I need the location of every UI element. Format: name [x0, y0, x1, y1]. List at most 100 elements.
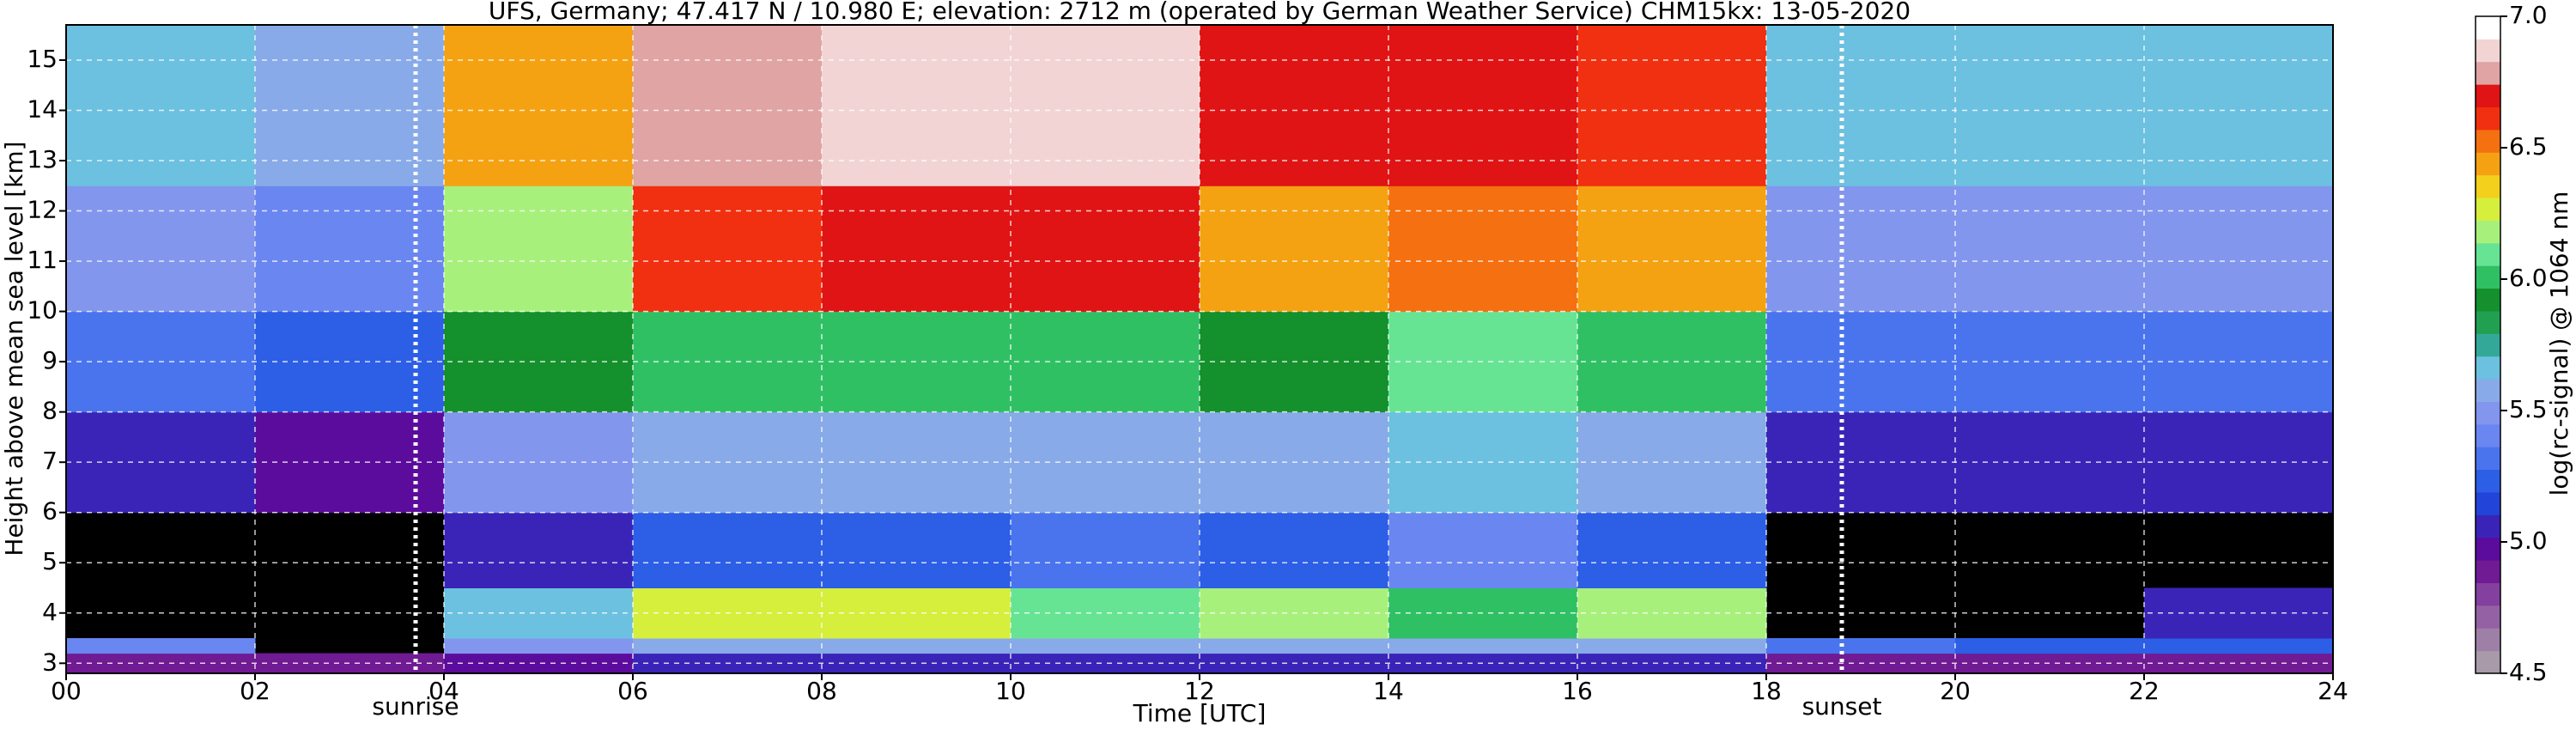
x-tick-label: 18 [1751, 677, 1782, 705]
colorbar-segment [2476, 242, 2500, 266]
heatmap-cell [822, 653, 1012, 674]
heatmap-cell [255, 186, 445, 313]
heatmap-cell [1011, 638, 1200, 654]
heatmap-cell [1011, 512, 1200, 589]
colorbar-tick-label: 7.0 [2509, 1, 2548, 29]
x-tick-label: 20 [1940, 677, 1971, 705]
heatmap-cell [444, 186, 634, 313]
heatmap-cell [1577, 186, 1767, 313]
x-tick-label: 12 [1184, 677, 1215, 705]
heatmap-cell [2144, 587, 2334, 639]
colorbar-label: log(rc-signal) @ 1064 nm [2545, 192, 2573, 496]
colorbar-segment [2476, 129, 2500, 153]
colorbar-segment [2476, 491, 2500, 515]
heatmap-cell [444, 311, 634, 413]
heatmap-cell [1955, 638, 2145, 654]
heatmap-cell [1388, 25, 1578, 186]
heatmap-cell [1200, 638, 1389, 654]
colorbar-segment [2476, 537, 2500, 561]
y-tick-label: 10 [27, 296, 58, 325]
heatmap-cell [1388, 186, 1578, 313]
chart-title: UFS, Germany; 47.417 N / 10.980 E; eleva… [489, 0, 1911, 25]
colorbar-segment [2476, 265, 2500, 289]
heatmap-cell [1577, 25, 1767, 186]
heatmap-cell [1011, 587, 1200, 639]
y-tick-label: 6 [42, 497, 58, 526]
colorbar-segment [2476, 628, 2500, 652]
colorbar-tick-label: 5.5 [2509, 395, 2548, 423]
x-tick-label: 16 [1562, 677, 1593, 705]
y-tick-label: 13 [27, 145, 58, 173]
colorbar-segment [2476, 469, 2500, 493]
heatmap-cell [822, 25, 1012, 186]
annotation-label: sunrise [372, 692, 459, 721]
colorbar-segment [2476, 220, 2500, 244]
heatmap-cell [1766, 186, 1956, 313]
heatmap-cell [1011, 411, 1200, 514]
colorbar-segment [2476, 288, 2500, 312]
heatmap-cell [1011, 653, 1200, 674]
heatmap-cell [444, 587, 634, 639]
heatmap-cell [1200, 25, 1389, 186]
heatmap-cell [444, 25, 634, 186]
x-tick-label: 00 [51, 677, 82, 705]
colorbar-segment [2476, 174, 2500, 198]
colorbar-segment [2476, 423, 2500, 447]
heatmap-cell [1011, 186, 1200, 313]
annotation-label: sunset [1802, 692, 1882, 721]
y-tick-label: 4 [42, 598, 58, 626]
colorbar-segment [2476, 650, 2500, 674]
heatmap-cell [2144, 311, 2334, 413]
colorbar-tick-label: 5.0 [2509, 526, 2548, 555]
heatmap-cell [2144, 638, 2334, 654]
heatmap-cell [2144, 411, 2334, 514]
x-tick-label: 24 [2318, 677, 2348, 705]
heatmap-cell [444, 653, 634, 674]
x-tick-label: 14 [1373, 677, 1404, 705]
heatmap-cell [1577, 311, 1767, 413]
heatmap-cell [822, 638, 1012, 654]
heatmap-cell [633, 638, 823, 654]
y-tick-label: 15 [27, 45, 58, 73]
heatmap-cell [1577, 411, 1767, 514]
x-tick-label: 08 [806, 677, 837, 705]
heatmap-cell [2144, 25, 2334, 186]
colorbar-segment [2476, 198, 2500, 221]
y-tick-label: 11 [27, 246, 58, 274]
heatmap-cell [1011, 311, 1200, 413]
heatmap-cell [2144, 186, 2334, 313]
y-tick-label: 14 [27, 94, 58, 123]
heatmap-cell [822, 512, 1012, 589]
colorbar-segment [2476, 582, 2500, 606]
heatmap-cell [444, 512, 634, 589]
heatmap-cell [1577, 512, 1767, 589]
heatmap-cell [1577, 653, 1767, 674]
heatmap-cell [1200, 186, 1389, 313]
heatmap-cell [444, 638, 634, 654]
heatmap-cell [66, 638, 256, 654]
colorbar-segment [2476, 84, 2500, 108]
heatmap-cell [1011, 25, 1200, 186]
colorbar-segment [2476, 447, 2500, 471]
colorbar-frame [2475, 15, 2501, 674]
heatmap-cell [633, 25, 823, 186]
heatmap-cell [1766, 25, 1956, 186]
heatmap-cell [822, 186, 1012, 313]
heatmap-cell [1766, 638, 1956, 654]
heatmap-cell [633, 512, 823, 589]
heatmap-cell [1388, 638, 1578, 654]
colorbar-segment [2476, 310, 2500, 334]
x-axis-label: Time [UTC] [1133, 699, 1267, 727]
colorbar-segment [2476, 106, 2500, 131]
colorbar-segment [2476, 333, 2500, 357]
colorbar-segment [2476, 401, 2500, 425]
y-tick-label: 12 [27, 196, 58, 224]
colorbar-tick-label: 6.5 [2509, 132, 2548, 161]
heatmap-cell [1955, 186, 2145, 313]
colorbar-segment [2476, 379, 2500, 402]
heatmap-cell [633, 186, 823, 313]
heatmap [66, 25, 2334, 674]
heatmap-cell [1388, 653, 1578, 674]
